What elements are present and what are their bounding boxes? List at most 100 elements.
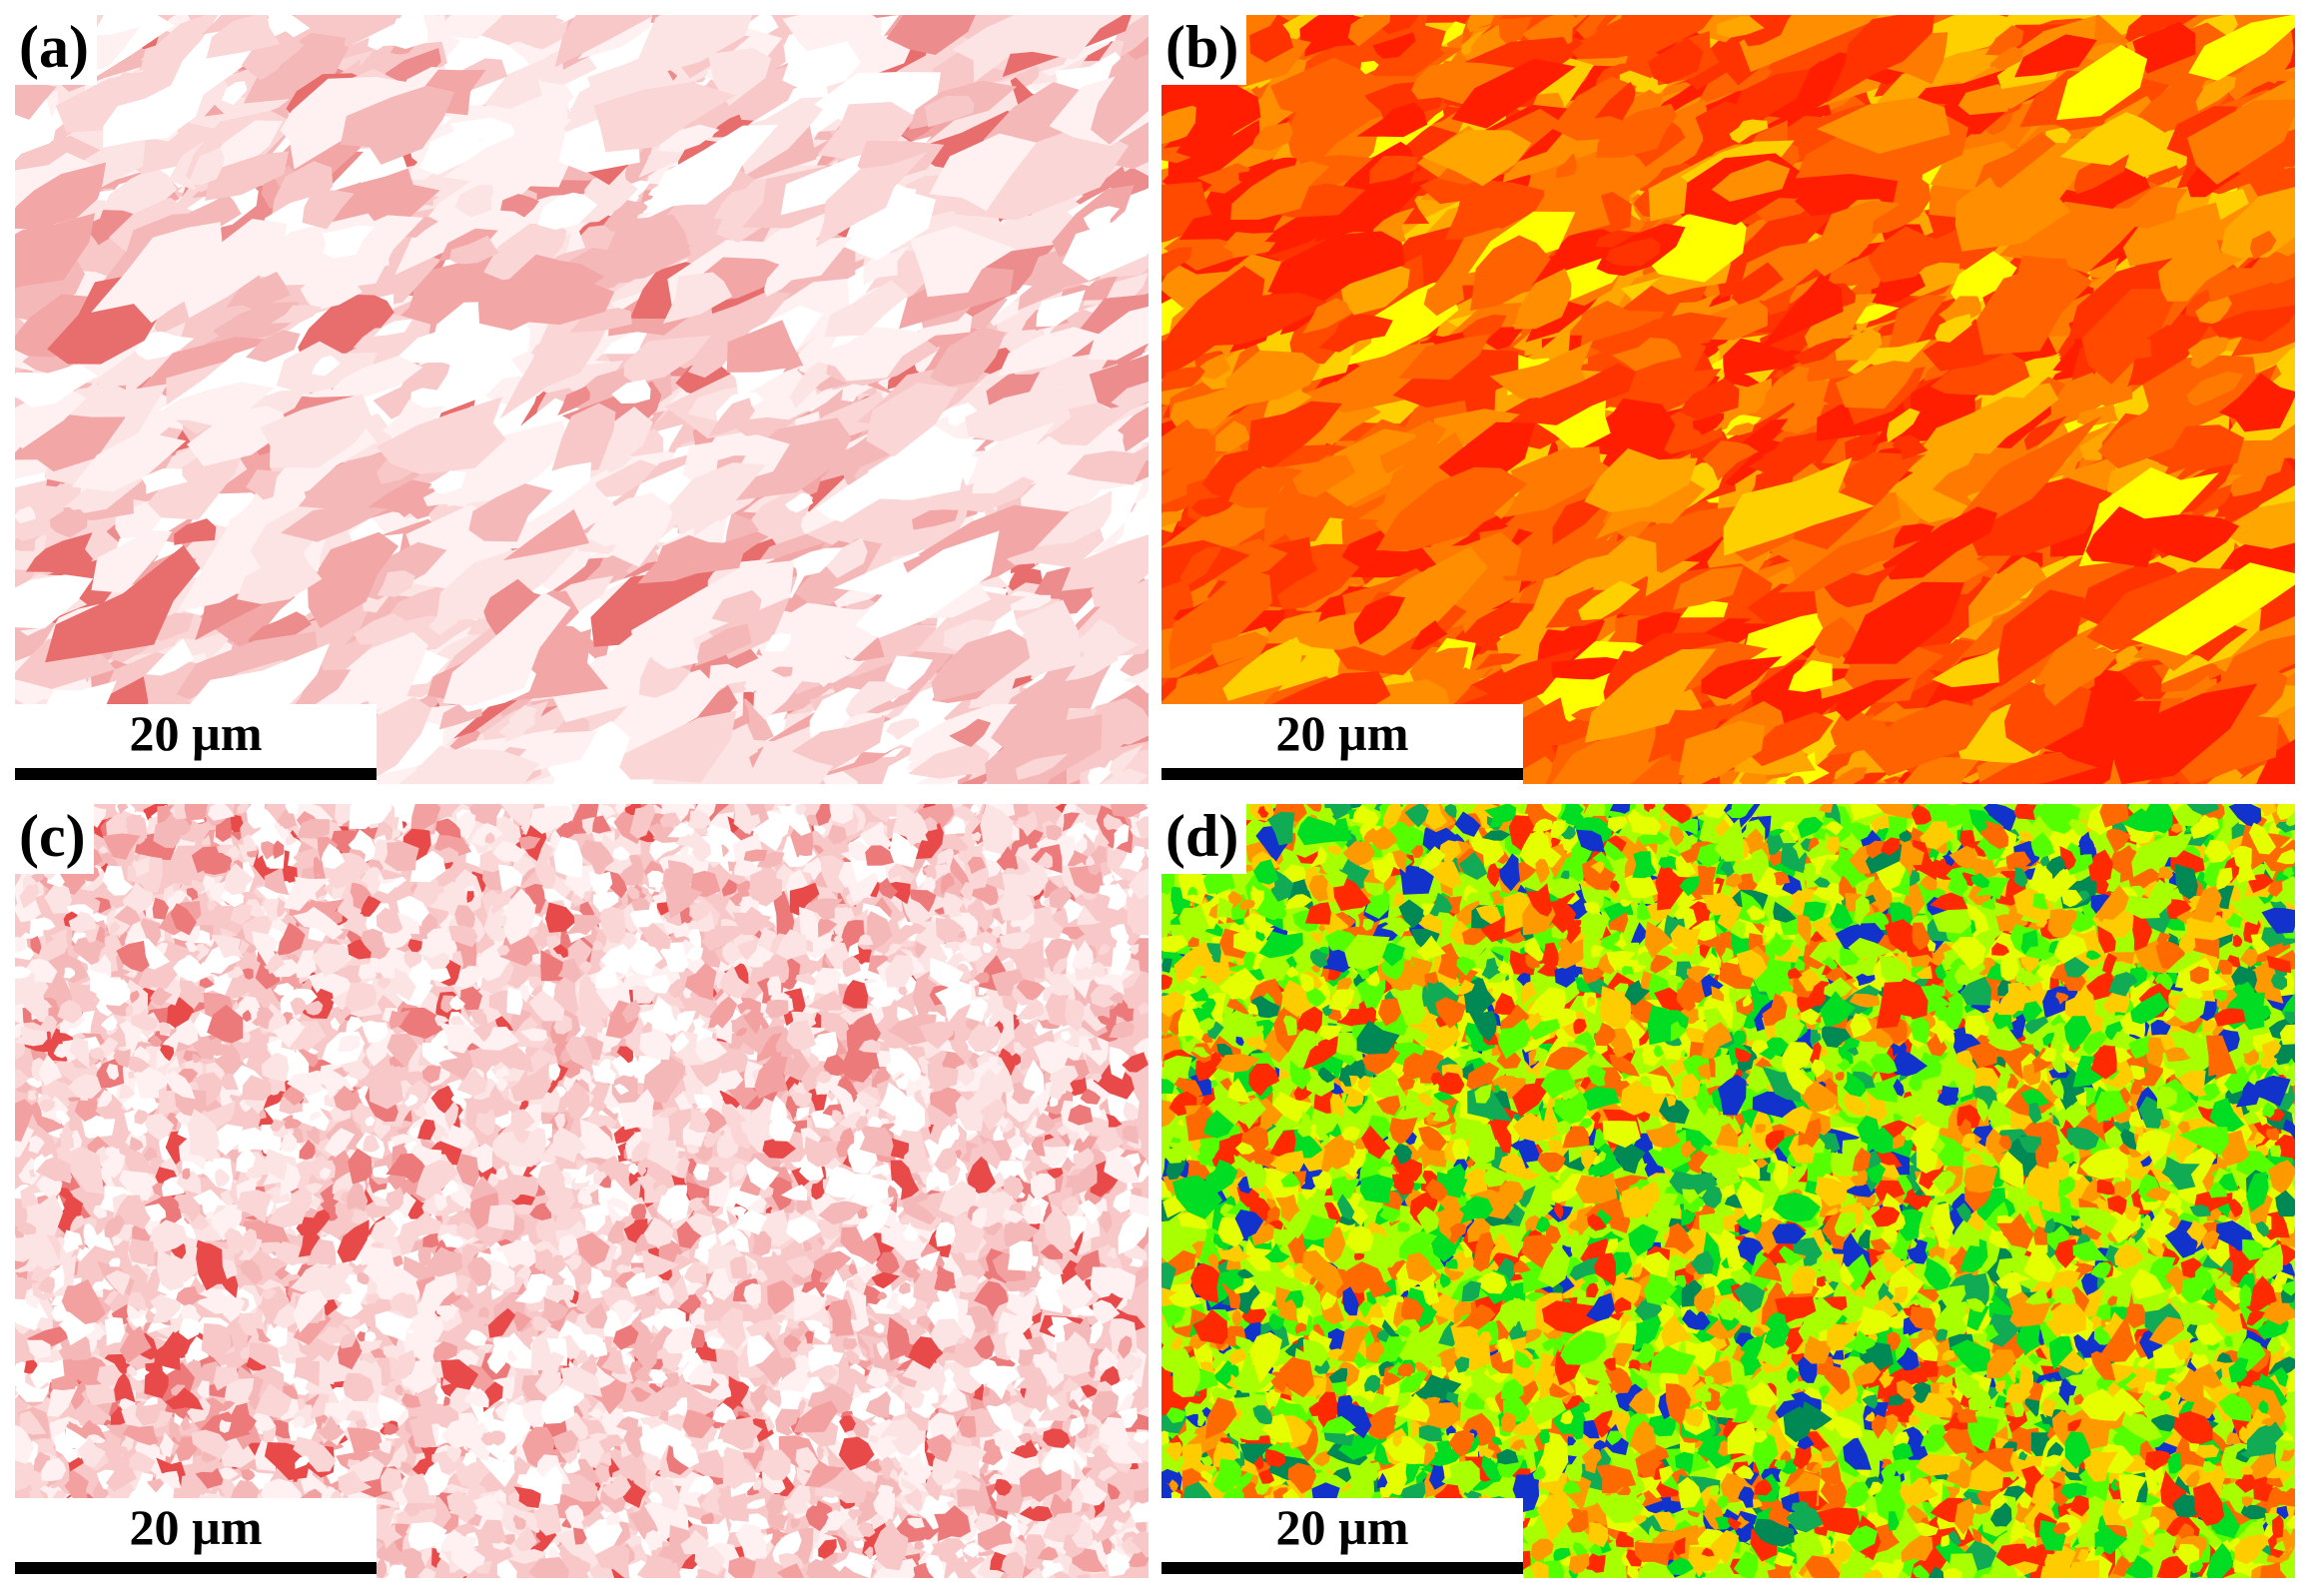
grain bbox=[1016, 753, 1069, 780]
grain bbox=[899, 267, 1015, 330]
grain bbox=[270, 305, 322, 324]
grain bbox=[509, 470, 617, 549]
grain bbox=[541, 551, 592, 591]
grain bbox=[510, 628, 609, 701]
grain bbox=[221, 81, 248, 106]
ebsd-map-panel-a: (a) 20 µm bbox=[15, 15, 1149, 784]
grain bbox=[1109, 744, 1144, 779]
grain bbox=[170, 15, 311, 97]
grain bbox=[1318, 313, 1393, 353]
grain bbox=[340, 85, 455, 165]
grain bbox=[103, 82, 206, 148]
grain bbox=[260, 394, 374, 468]
grain bbox=[1088, 306, 1149, 361]
grain bbox=[1161, 418, 1202, 470]
grain bbox=[610, 491, 675, 567]
grain bbox=[863, 246, 910, 286]
grain bbox=[1956, 437, 2030, 497]
grain bbox=[15, 574, 94, 629]
scale-bar-label: 20 µm bbox=[129, 705, 263, 761]
grain bbox=[239, 272, 291, 311]
grain bbox=[58, 384, 138, 417]
grain bbox=[206, 15, 281, 59]
grain bbox=[2097, 401, 2191, 470]
grain bbox=[867, 424, 987, 500]
grain bbox=[187, 405, 288, 466]
grain bbox=[1267, 231, 1405, 310]
grain bbox=[1636, 611, 1682, 651]
grain bbox=[554, 15, 652, 68]
grain bbox=[423, 747, 477, 781]
grain bbox=[637, 534, 747, 584]
grain bbox=[483, 578, 547, 635]
grain bbox=[845, 681, 912, 717]
grain bbox=[711, 589, 762, 624]
grain bbox=[503, 92, 568, 141]
panel-label: (a) bbox=[15, 15, 97, 85]
grain bbox=[1035, 490, 1113, 547]
grain bbox=[611, 380, 651, 403]
grain bbox=[855, 530, 1000, 638]
grain bbox=[1065, 618, 1139, 671]
grain bbox=[468, 483, 553, 542]
grain bbox=[588, 214, 691, 286]
grain bbox=[1611, 338, 1682, 372]
scale-bar-line bbox=[15, 768, 377, 780]
grain bbox=[569, 308, 632, 334]
grain bbox=[1123, 667, 1149, 694]
grain bbox=[49, 508, 88, 538]
grain bbox=[442, 591, 571, 706]
grain bbox=[552, 720, 630, 784]
grain bbox=[499, 303, 612, 419]
grain bbox=[174, 518, 217, 545]
grain bbox=[1723, 338, 1788, 379]
grain bbox=[187, 147, 225, 186]
grain bbox=[1594, 81, 1636, 121]
grain bbox=[557, 386, 590, 416]
grain bbox=[483, 222, 567, 281]
grain bbox=[376, 397, 506, 474]
grain bbox=[885, 718, 920, 740]
grain bbox=[270, 35, 350, 101]
grain bbox=[631, 560, 795, 665]
grain bbox=[91, 222, 224, 324]
grain bbox=[2203, 268, 2280, 303]
grain bbox=[1036, 290, 1086, 328]
grain bbox=[1985, 111, 2014, 136]
grain bbox=[404, 526, 519, 590]
grain bbox=[991, 189, 1081, 263]
grain bbox=[1888, 295, 1947, 353]
grain bbox=[1287, 90, 1377, 170]
grain bbox=[1648, 37, 1704, 85]
grain bbox=[1522, 15, 1573, 46]
grain bbox=[1048, 402, 1141, 446]
grain bbox=[1314, 179, 1430, 243]
grain bbox=[146, 638, 195, 676]
grain bbox=[824, 280, 909, 338]
grain bbox=[504, 705, 538, 743]
ebsd-map-panel-b: (b) 20 µm bbox=[1161, 15, 2295, 784]
grain bbox=[141, 468, 188, 494]
grain bbox=[972, 421, 1056, 494]
grain bbox=[1249, 21, 1294, 63]
grain bbox=[866, 383, 959, 457]
grain bbox=[15, 213, 96, 289]
grain bbox=[1642, 208, 1747, 283]
grain bbox=[1474, 652, 1522, 671]
grain bbox=[612, 710, 737, 783]
grain bbox=[2122, 202, 2222, 267]
grain bbox=[638, 650, 691, 698]
grain bbox=[133, 331, 195, 361]
grain bbox=[442, 126, 578, 188]
grain bbox=[817, 102, 916, 162]
grain bbox=[205, 151, 290, 201]
grain bbox=[2256, 738, 2295, 784]
grain bbox=[382, 399, 445, 442]
grain bbox=[657, 124, 720, 153]
grain bbox=[708, 48, 772, 106]
grain bbox=[924, 95, 975, 128]
grain bbox=[435, 15, 503, 39]
grain bbox=[45, 545, 201, 663]
grain bbox=[784, 492, 814, 513]
grain bbox=[912, 509, 959, 530]
